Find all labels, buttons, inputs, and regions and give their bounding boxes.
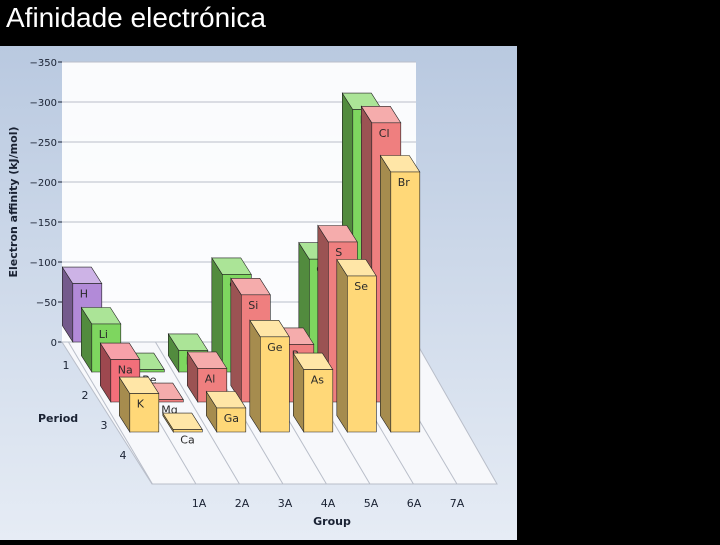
period-tick-label: 2 [82, 389, 89, 402]
electron-affinity-figure: 0 −50 −100 −150 −200 −250 −300 −350 Electron aff… [0, 46, 517, 540]
y-tick-label: −150 [30, 218, 57, 229]
group-tick-label: 2A [235, 497, 250, 510]
y-tick-label: −250 [30, 138, 57, 149]
bar-element-label: Al [205, 372, 216, 385]
group-tick-label: 7A [450, 497, 465, 510]
bar-front-face [259, 336, 290, 433]
bar-element-label: Br [398, 176, 411, 189]
period-tick-label: 4 [120, 449, 127, 462]
chart-bars: HLiBeBCNOFNaMgAlSiPSClKCaGaGeAsSeBr [61, 92, 421, 447]
bar-element-label: Se [354, 280, 368, 293]
bar-front-face [173, 429, 203, 433]
bar-element-label: Si [248, 299, 258, 312]
bar-se: Se [336, 258, 377, 434]
bar-element-label: Ga [224, 412, 239, 425]
y-tick-label: −50 [36, 298, 57, 309]
bar-element-label: K [137, 398, 145, 411]
y-tick-label: 0 [51, 338, 57, 349]
bar-as: As [292, 352, 334, 434]
y-tick-label: −200 [30, 178, 57, 189]
floor-gridline [67, 341, 153, 485]
bar-ca: Ca [162, 412, 203, 447]
bar-side-face [249, 319, 261, 434]
bar-front-face [390, 171, 421, 433]
bar-element-label: Cl [379, 127, 390, 140]
y-axis-label: Electron affinity (kJ/mol) [7, 127, 20, 278]
bar-front-face [129, 393, 160, 433]
bar-br: Br [379, 154, 421, 434]
bar-side-face [336, 258, 348, 434]
bar-element-label: As [311, 374, 325, 387]
chart-labels: 1 2 3 4 Period 1A 2A 3A 4A 5A 6A 7A Group [38, 359, 465, 528]
bar-front-face [346, 275, 377, 433]
bar-element-label: Ca [180, 434, 194, 447]
group-tick-label: 5A [364, 497, 379, 510]
group-tick-label: 4A [321, 497, 336, 510]
bar-side-face [379, 154, 392, 434]
period-axis-label: Period [38, 412, 78, 425]
y-tick-label: −350 [30, 58, 57, 69]
y-tick-label: −100 [30, 258, 57, 269]
bar-k: K [118, 376, 160, 434]
period-tick-label: 3 [101, 419, 108, 432]
bar-element-label: H [80, 288, 88, 301]
bar-ga: Ga [205, 390, 247, 434]
floor-gridline [154, 341, 240, 485]
bar-side-face [230, 277, 242, 404]
bar-element-label: Na [118, 364, 133, 377]
group-axis-label: Group [313, 515, 351, 528]
period-tick-label: 1 [63, 359, 70, 372]
group-tick-label: 6A [407, 497, 422, 510]
electron-affinity-chart: 0 −50 −100 −150 −200 −250 −300 −350 Electron aff… [0, 46, 517, 540]
bar-front-face [216, 407, 247, 433]
bar-element-label: Li [99, 328, 108, 341]
group-tick-label: 3A [278, 497, 293, 510]
y-tick-label: −300 [30, 98, 57, 109]
bar-element-label: Ge [267, 341, 283, 354]
slide-title: Afinidade electrónica [6, 2, 266, 33]
bar-ge: Ge [249, 319, 290, 434]
bar-front-face [303, 369, 334, 433]
bar-element-label: S [335, 246, 342, 259]
group-tick-label: 1A [192, 497, 207, 510]
